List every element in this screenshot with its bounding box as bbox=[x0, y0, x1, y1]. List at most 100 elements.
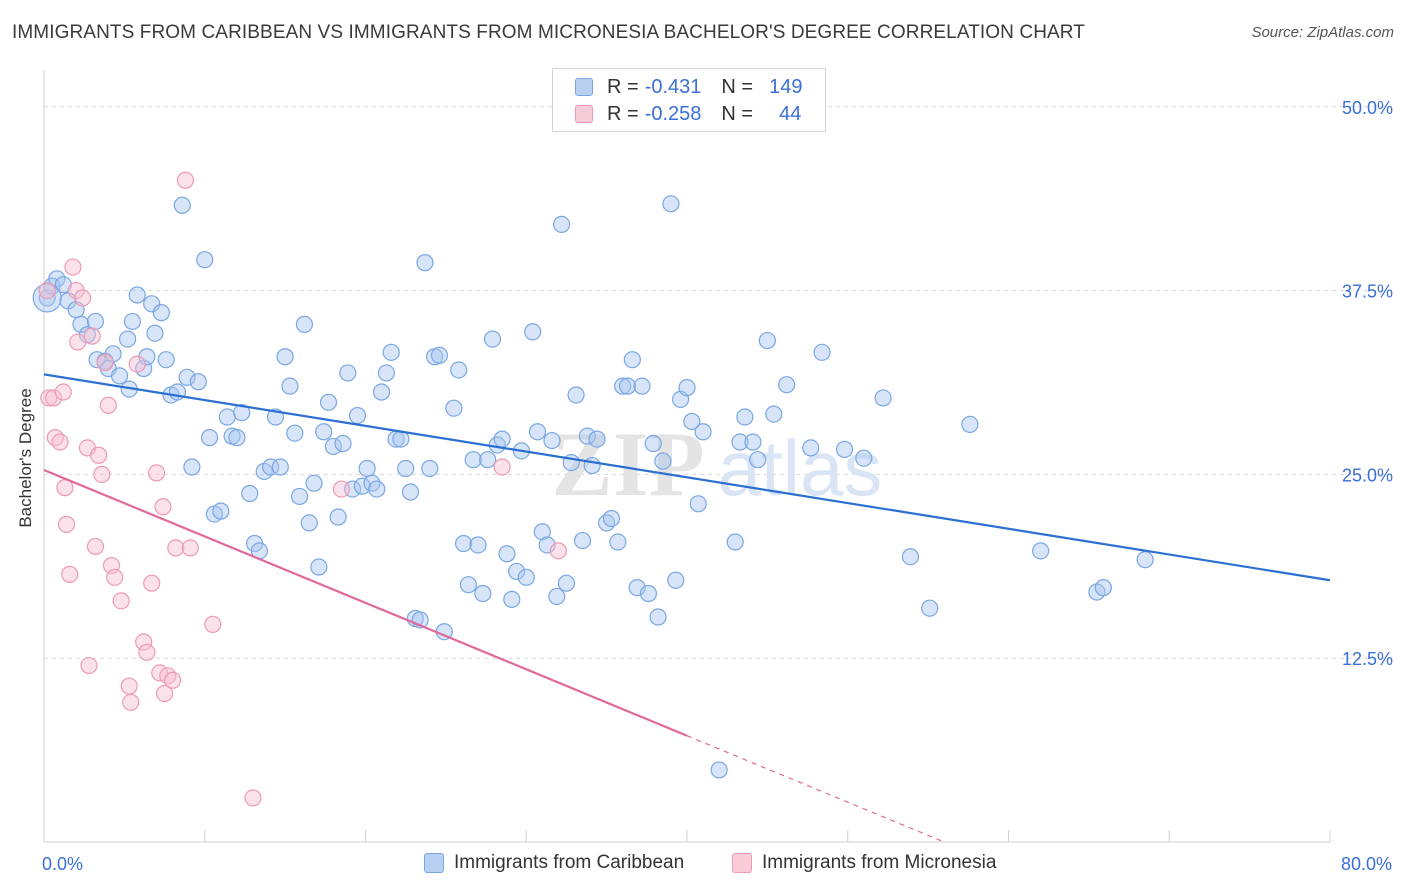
micronesia-point-4 bbox=[51, 433, 69, 451]
micronesia-point-24 bbox=[120, 677, 138, 695]
caribbean-point-53 bbox=[315, 423, 333, 441]
caribbean-point-139 bbox=[835, 440, 854, 458]
legend-item-caribbean[interactable]: Immigrants from Caribbean bbox=[424, 852, 684, 874]
n-label: N = bbox=[721, 102, 754, 125]
series-micronesia-points bbox=[38, 171, 568, 807]
caribbean-point-37 bbox=[233, 404, 251, 422]
caribbean-point-77 bbox=[430, 346, 449, 364]
caribbean-point-55 bbox=[324, 437, 342, 456]
caribbean-point-121 bbox=[662, 195, 680, 213]
caribbean-point-66 bbox=[377, 364, 395, 382]
caribbean-point-145 bbox=[1032, 542, 1050, 560]
caribbean-point-133 bbox=[749, 451, 767, 469]
source-label: Source: ZipAtlas.com bbox=[1251, 24, 1394, 41]
r-value: -0.258 bbox=[644, 102, 702, 125]
caribbean-point-118 bbox=[644, 434, 662, 453]
caribbean-point-114 bbox=[623, 351, 641, 369]
caribbean-point-54 bbox=[319, 393, 338, 411]
caribbean-point-100 bbox=[548, 587, 566, 606]
caribbean-point-92 bbox=[508, 562, 526, 581]
caribbean-point-129 bbox=[726, 533, 744, 551]
micronesia-point-38 bbox=[181, 539, 199, 557]
caribbean-point-107 bbox=[583, 456, 601, 475]
legend-item-micronesia[interactable]: Immigrants from Micronesia bbox=[732, 852, 996, 874]
legend-row-caribbean: R = -0.431 N = 149 bbox=[575, 74, 802, 100]
caribbean-point-116 bbox=[633, 377, 651, 395]
y-tick-label-3: 50.0% bbox=[1342, 98, 1393, 118]
caribbean-point-113 bbox=[618, 377, 637, 395]
caribbean-point-112 bbox=[614, 377, 632, 395]
legend-swatch-micronesia bbox=[732, 853, 752, 873]
micronesia-point-42 bbox=[493, 458, 511, 476]
caribbean-point-136 bbox=[778, 376, 796, 394]
y-tick-label-2: 37.5% bbox=[1342, 282, 1393, 302]
caribbean-point-14 bbox=[118, 330, 137, 348]
caribbean-point-15 bbox=[123, 312, 142, 331]
micronesia-point-29 bbox=[143, 574, 161, 592]
caribbean-point-135 bbox=[765, 405, 783, 423]
axes bbox=[43, 70, 1331, 843]
micronesia-point-0 bbox=[38, 281, 56, 300]
micronesia-point-8 bbox=[61, 565, 79, 583]
caribbean-point-22 bbox=[152, 304, 170, 322]
caribbean-point-61 bbox=[353, 477, 371, 495]
caribbean-point-95 bbox=[524, 323, 542, 341]
caribbean-point-132 bbox=[744, 433, 762, 451]
caribbean-point-47 bbox=[286, 424, 304, 442]
caribbean-point-31 bbox=[200, 429, 219, 447]
trend-lines bbox=[43, 373, 1331, 843]
micronesia-point-40 bbox=[244, 789, 262, 807]
caribbean-point-99 bbox=[543, 431, 561, 450]
micronesia-point-33 bbox=[155, 684, 174, 703]
micronesia-point-30 bbox=[147, 464, 166, 482]
r-value: -0.431 bbox=[644, 75, 702, 98]
caribbean-point-79 bbox=[445, 399, 463, 417]
caribbean-point-71 bbox=[401, 483, 420, 501]
micronesia-point-27 bbox=[135, 633, 153, 651]
caribbean-point-131 bbox=[736, 408, 754, 426]
caribbean-point-148 bbox=[1136, 551, 1154, 569]
r-label: R = bbox=[607, 102, 639, 125]
caribbean-point-126 bbox=[689, 495, 707, 513]
caribbean-point-137 bbox=[802, 439, 820, 457]
caribbean-point-134 bbox=[758, 331, 776, 350]
legend-swatch-blue bbox=[575, 78, 593, 96]
caribbean-point-84 bbox=[469, 536, 487, 554]
caribbean-point-large bbox=[32, 283, 62, 313]
caribbean-point-30 bbox=[196, 251, 214, 269]
legend-label-caribbean: Immigrants from Caribbean bbox=[454, 852, 685, 873]
caribbean-point-91 bbox=[503, 590, 521, 608]
caribbean-point-23 bbox=[157, 351, 175, 369]
n-value: 149 bbox=[769, 75, 803, 98]
caribbean-point-144 bbox=[961, 415, 979, 433]
trend-line-micronesia-extension bbox=[686, 735, 945, 843]
micronesia-point-16 bbox=[86, 537, 105, 556]
caribbean-point-57 bbox=[334, 434, 352, 453]
chart-title: IMMIGRANTS FROM CARIBBEAN VS IMMIGRANTS … bbox=[12, 22, 1085, 43]
caribbean-point-128 bbox=[710, 761, 728, 779]
micronesia-point-15 bbox=[83, 327, 101, 345]
caribbean-point-17 bbox=[128, 286, 146, 304]
caribbean-point-8 bbox=[86, 312, 105, 331]
caribbean-point-111 bbox=[609, 533, 627, 551]
caribbean-point-97 bbox=[533, 523, 551, 541]
caribbean-point-67 bbox=[382, 343, 400, 361]
caribbean-point-58 bbox=[339, 364, 357, 382]
caribbean-point-106 bbox=[578, 427, 596, 445]
caribbean-point-74 bbox=[416, 254, 434, 272]
caribbean-point-85 bbox=[474, 584, 492, 603]
caribbean-point-81 bbox=[454, 534, 473, 553]
caribbean-point-119 bbox=[649, 608, 667, 626]
caribbean-point-33 bbox=[212, 502, 230, 520]
legend-swatch-pink bbox=[575, 105, 593, 123]
trend-line-micronesia bbox=[43, 468, 688, 737]
caribbean-point-36 bbox=[228, 429, 246, 447]
micronesia-point-7 bbox=[57, 515, 76, 533]
n-label: N = bbox=[721, 75, 754, 98]
micronesia-point-26 bbox=[128, 355, 146, 373]
caribbean-point-64 bbox=[368, 480, 386, 498]
caribbean-point-87 bbox=[483, 330, 502, 348]
caribbean-point-70 bbox=[397, 459, 415, 478]
caribbean-point-130 bbox=[731, 433, 749, 451]
caribbean-point-101 bbox=[553, 215, 571, 233]
